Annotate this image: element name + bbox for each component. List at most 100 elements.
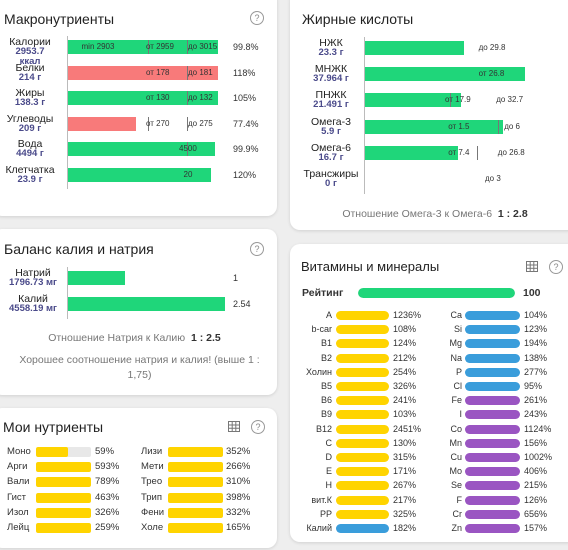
balance-percent: 2.54 [233,299,251,309]
vitamin-percent: 261% [524,395,548,406]
vitamin-label: Mn [449,437,462,448]
vitamin-percent: 123% [524,324,548,335]
vitamin-bar [336,495,389,505]
vitamin-bar [336,367,389,377]
limit-mark: от 130 [146,93,170,102]
help-icon[interactable]: ? [549,260,563,274]
nutrient-label: Трео [141,476,163,488]
macro-fill [68,65,218,80]
help-icon[interactable]: ? [250,242,264,256]
vitamin-label: Se [450,480,462,491]
table-view-icon[interactable] [526,261,538,272]
axis-line [364,37,365,195]
nutrient-bar [168,507,223,518]
vitamin-bar [465,353,520,363]
nutrient-percent: 59% [95,446,115,457]
limit-mark: 20 [183,169,193,179]
fatty-acids-card: Жирные кислоты НЖК 23.3 г до 29.8 МНЖК 37.96… [290,0,568,230]
vitamin-label: B2 [320,352,332,363]
help-icon[interactable]: ? [251,420,265,434]
nutrient-label: Изол [7,506,29,518]
limit-mark: до 3015 [188,42,218,51]
macro-bar: min 2903 от 2959 до 3015 [68,40,218,54]
balance-label: Натрий 1796.73 мг [0,268,66,288]
vitamin-percent: 217% [393,494,417,505]
vitamin-label: Co [450,423,462,434]
fatty-bar: до 3 [365,172,525,186]
ratio-value: 1 : 2.5 [191,332,221,344]
fatty-bar: от 26.8 [365,67,525,82]
vitamin-percent: 156% [524,437,548,448]
row-unit: ккал [19,56,41,67]
fatty-label: Омега-6 16.7 г [298,143,364,163]
help-icon[interactable]: ? [250,11,264,25]
row-name: Калории [9,36,51,48]
axis-line [67,36,68,189]
limit-mark: от 1.5 [448,121,470,131]
vitamin-label: вит.К [311,494,332,505]
limit-mark: 4500 [179,144,197,153]
vitamin-bar [465,382,520,391]
nutrient-label: Моно [7,446,31,457]
vitamin-bar [465,495,520,505]
ratio-value: 1 : 2.8 [497,208,528,220]
vitamin-label: D [325,452,333,462]
vitamin-percent: 126% [524,494,548,505]
row-value: 2953.7 [15,46,45,57]
vitamin-bar [336,453,389,462]
vitamin-label: B5 [320,381,332,391]
vitamin-bar [465,325,520,335]
macro-fill [68,167,211,182]
vitamin-bar [336,424,389,434]
nutrient-percent: 259% [95,522,120,533]
rating-fill [358,288,515,298]
balance-fill [68,271,125,285]
vitamin-label: Cl [453,381,463,391]
row-value: 23.3 г [318,47,344,58]
row-name: Калий [18,293,48,305]
vitamin-percent: 171% [393,466,417,477]
vitamin-bar [465,524,520,533]
nutrient-bar [168,447,223,457]
vitamin-label: B12 [315,423,332,434]
macro-percent: 77.4% [233,118,259,129]
limit-mark: до 3 [485,174,501,183]
nutrient-track [36,523,91,533]
vitamin-bar [465,339,520,349]
macro-fill [68,142,215,156]
nutrient-bar [168,462,223,473]
vitamin-bar [465,438,520,448]
nutrient-percent: 310% [226,476,251,488]
balance-bar [68,297,225,311]
nutrient-percent: 463% [95,491,120,503]
macro-percent: 99.9% [233,144,259,154]
row-value: 4558.19 мг [9,303,57,314]
vitamin-percent: 215% [524,480,548,491]
nutrient-track [168,477,223,488]
limit-tick [147,116,149,131]
fatty-label: ПНЖК 21.491 г [298,90,364,110]
vitamin-percent: 212% [393,352,417,363]
limit-mark: до 181 [188,67,213,77]
nutrient-label: Лейц [7,522,30,533]
row-value: 209 г [18,122,42,134]
limit-tick [186,40,188,54]
row-name: Натрий [15,267,51,279]
row-value: 16.7 г [318,151,344,163]
balance-bar [68,271,225,285]
vitamin-bar [336,467,389,477]
balance-fill [68,297,225,311]
macro-label: Вода 4494 г [0,139,60,159]
macro-label: Жиры 138.3 г [0,88,60,108]
limit-tick [449,93,451,108]
limit-tick [497,119,499,134]
limit-mark: от 7.4 [448,147,470,157]
card-title: Макронутриенты [4,11,115,27]
nutrient-track [168,462,223,473]
macro-bar: 4500 [68,142,218,156]
table-view-icon[interactable] [228,421,240,432]
vitamin-bar [336,382,389,391]
nutrient-percent: 593% [95,461,120,473]
row-name: Жиры [15,87,45,99]
vitamin-bar [336,481,389,491]
